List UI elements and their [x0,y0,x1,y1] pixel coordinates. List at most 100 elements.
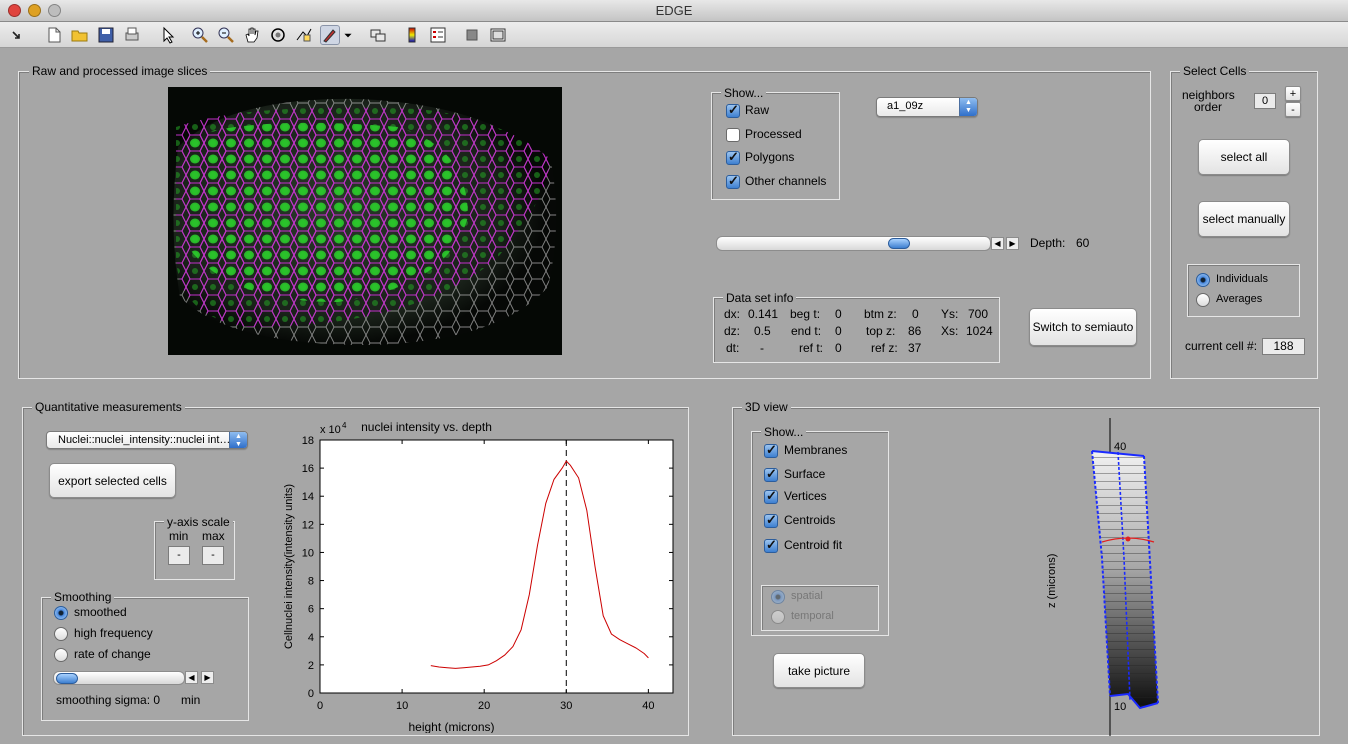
btmz-label: btm z: [864,307,897,321]
smoothing-radio-smoothed[interactable] [54,606,68,620]
data-cursor-icon[interactable] [294,25,314,45]
xs-label: Xs: [941,324,959,338]
z-tick-bottom: 10 [1114,701,1126,713]
smoothing-group [41,597,249,721]
y-tick-label: 12 [302,519,314,531]
raw-show-checkbox-polygons[interactable] [726,149,740,165]
arrow-small-icon[interactable] [6,25,26,45]
x-tick-label: 40 [642,700,654,712]
cell-3d-render[interactable]: 40 10 z (microns) [1040,418,1220,736]
y-tick-label: 14 [302,491,314,503]
y-tick-label: 6 [308,604,314,616]
yaxis-min-label: min [169,529,189,543]
y-tick-label: 10 [302,547,314,559]
zoom-window-button[interactable] [48,4,61,17]
switch-to-semiauto-button[interactable]: Switch to semiauto [1029,308,1137,346]
smoothing-label-rate-of-change: rate of change [74,647,151,661]
temporal-radio[interactable] [771,610,785,624]
new-file-icon[interactable] [44,25,64,45]
depth-right-arrow-icon[interactable]: ▶ [1006,237,1019,250]
neighbors-order-field[interactable]: 0 [1254,93,1276,109]
toolbar [0,22,1348,48]
x-tick-label: 0 [317,700,323,712]
neighbors-minus-button[interactable]: - [1285,102,1301,117]
endt-label: end t: [791,324,822,338]
view3d-checkbox-vertices[interactable] [764,488,778,504]
dataset-popup[interactable]: a1_09z ▲ ▼ [876,97,978,117]
smoothing-slider[interactable] [53,671,185,685]
depth-slider-thumb[interactable] [887,238,910,249]
dt-value: - [760,341,764,355]
take-picture-button[interactable]: take picture [773,653,865,688]
smoothing-left-arrow-icon[interactable]: ◀ [185,671,198,684]
print-icon[interactable] [122,25,142,45]
zoom-out-icon[interactable] [216,25,236,45]
export-selected-cells-button[interactable]: export selected cells [49,463,176,498]
averages-radio[interactable] [1196,293,1210,307]
smoothing-slider-thumb[interactable] [56,673,78,684]
show-tools-icon[interactable] [488,25,508,45]
view3d-checkbox-surface[interactable] [764,466,778,482]
hide-tools-icon[interactable] [462,25,482,45]
view3d-checkbox-centroids[interactable] [764,512,778,528]
raw-show-checkbox-processed[interactable] [726,127,740,142]
intensity-chart[interactable]: 0 2 4 6 8 10 12 14 16 18 0 10 20 30 40 nuclei intensity… [270,415,685,734]
save-icon[interactable] [96,25,116,45]
legend-icon[interactable] [428,25,448,45]
microscopy-image[interactable] [168,87,562,355]
measurement-popup-value: Nuclei::nuclei_intensity::nuclei int… [58,434,231,446]
smoothing-radio-rate-of-change[interactable] [54,648,68,662]
current-cell-field[interactable]: 188 [1262,338,1305,355]
chart-xlabel: height (microns) [408,720,494,733]
yaxis-min-field[interactable]: - [168,546,190,565]
dz-value: 0.5 [754,324,771,338]
xs-value: 1024 [966,324,993,338]
z-tick-top: 40 [1114,441,1126,453]
temporal-label: temporal [791,610,834,622]
close-window-button[interactable] [8,4,21,17]
view3d-checkbox-centroid-fit[interactable] [764,537,778,553]
raw-show-checkbox-other-channels[interactable] [726,173,740,189]
ys-label: Ys: [941,307,959,321]
begt-label: beg t: [790,307,821,321]
view3d-label-surface: Surface [784,467,826,481]
raw-show-title: Show... [721,86,767,100]
open-folder-icon[interactable] [70,25,90,45]
display-mode-group [1187,264,1300,317]
individuals-label: Individuals [1216,273,1268,285]
rotate-3d-icon[interactable] [268,25,288,45]
select-all-button[interactable]: select all [1198,139,1290,175]
smoothing-radio-high-frequency[interactable] [54,627,68,641]
select-manually-button[interactable]: select manually [1198,201,1290,237]
depth-left-arrow-icon[interactable]: ◀ [991,237,1004,250]
fit-mode-group [761,585,879,631]
individuals-radio[interactable] [1196,273,1210,287]
pointer-icon[interactable] [158,25,178,45]
yaxis-max-field[interactable]: - [202,546,224,565]
topz-label: top z: [866,324,896,338]
colorbar-icon[interactable] [402,25,422,45]
begt-value: 0 [835,307,842,321]
depth-slider[interactable] [716,236,991,251]
neighbors-label-line2: order [1194,100,1223,114]
pan-hand-icon[interactable] [242,25,262,45]
smoothing-right-arrow-icon[interactable]: ▶ [201,671,214,684]
neighbors-plus-button[interactable]: + [1285,86,1301,101]
spatial-radio[interactable] [771,590,785,604]
measurement-popup[interactable]: Nuclei::nuclei_intensity::nuclei int… ▲ ▼ [46,431,248,449]
y-tick-label: 0 [308,688,314,700]
brush-icon[interactable] [320,25,340,45]
raw-show-label-polygons: Polygons [745,150,795,164]
dropdown-caret-icon[interactable] [342,25,354,45]
view3d-checkbox-membranes[interactable] [764,442,778,458]
dx-label: dx: [724,307,741,321]
dt-label: dt: [726,341,740,355]
link-plot-icon[interactable] [368,25,388,45]
minimize-window-button[interactable] [28,4,41,17]
zoom-in-icon[interactable] [190,25,210,45]
y-tick-label: 8 [308,576,314,588]
y-tick-label: 18 [302,435,314,447]
smoothing-title: Smoothing [51,590,115,604]
raw-show-checkbox-raw[interactable] [726,102,740,118]
smoothing-label-smoothed: smoothed [74,605,127,619]
